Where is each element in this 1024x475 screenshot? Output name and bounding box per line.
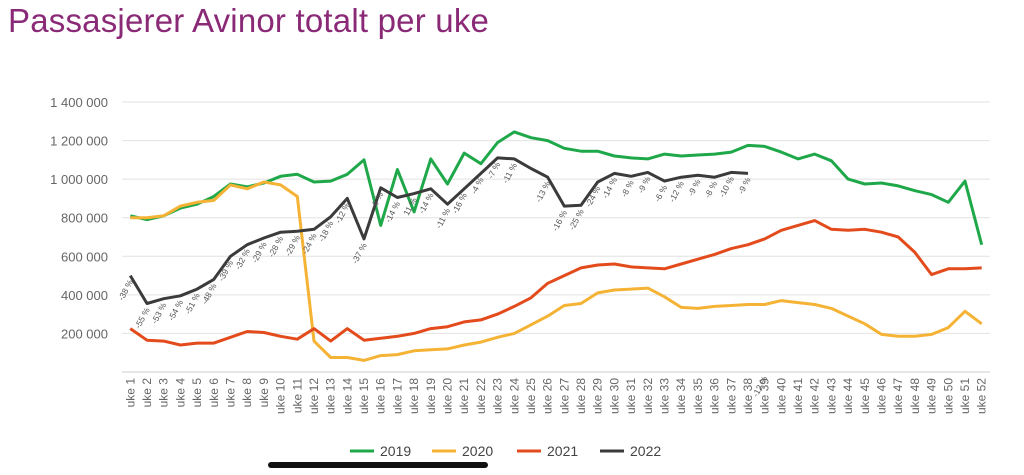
pct-annotation: -37 % xyxy=(350,241,369,266)
y-tick-label: 600 000 xyxy=(61,249,108,264)
x-tick-label: uke 45 xyxy=(858,378,872,414)
x-tick-label: uke 51 xyxy=(958,378,972,414)
x-tick-label: uke 23 xyxy=(491,378,505,414)
series-line-2021 xyxy=(129,219,982,347)
x-tick-label: uke 41 xyxy=(791,378,805,414)
x-tick-label: uke 47 xyxy=(891,378,905,414)
x-tick-label: uke 9 xyxy=(257,378,271,408)
x-tick-label: uke 2 xyxy=(140,378,154,408)
x-tick-label: uke 29 xyxy=(591,378,605,414)
y-axis: 200 000 400 000 600 000 800 000 1 000 000 1 2… xyxy=(50,95,108,341)
y-tick-label: 1 400 000 xyxy=(50,95,108,110)
pct-annotation: -16 % xyxy=(550,208,569,233)
x-tick-label: uke 21 xyxy=(457,378,471,414)
page-title: Passasjerer Avinor totalt per uke xyxy=(8,2,490,39)
x-tick-label: uke 36 xyxy=(708,378,722,414)
x-tick-label: uke 32 xyxy=(641,378,655,414)
pct-annotation: -7 % xyxy=(485,160,502,181)
pct-annotation: -10 % xyxy=(717,174,736,199)
x-tick-label: uke 26 xyxy=(541,378,555,414)
legend-label-2019: 2019 xyxy=(380,443,411,459)
legend-label-2021: 2021 xyxy=(547,443,578,459)
x-tick-label: uke 16 xyxy=(374,378,388,414)
pct-annotation: -13 % xyxy=(533,179,552,204)
pct-annotation: -8 % xyxy=(619,178,636,199)
x-tick-label: uke 50 xyxy=(941,378,955,414)
pct-annotation: -9 % xyxy=(736,175,753,196)
x-tick-label: uke 8 xyxy=(240,378,254,408)
x-tick-label: uke 33 xyxy=(658,378,672,414)
series-line-2022 xyxy=(129,156,749,305)
pct-annotation: -6 % xyxy=(652,183,669,204)
pct-annotation: -29 % xyxy=(283,233,302,258)
x-tick-label: uke 39 xyxy=(758,378,772,414)
x-tick-label: uke 43 xyxy=(824,378,838,414)
x-tick-label: uke 30 xyxy=(607,378,621,414)
x-tick-label: uke 15 xyxy=(357,378,371,414)
y-tick-label: 200 000 xyxy=(61,326,108,341)
x-axis: uke 1 uke 2 uke 3 uke 4 uke 5 uke 6 uke 7 uke 8… xyxy=(122,371,990,414)
x-tick-label: uke 22 xyxy=(474,378,488,414)
x-tick-label: uke 42 xyxy=(808,378,822,414)
x-tick-label: uke 18 xyxy=(407,378,421,414)
x-tick-label: uke 1 xyxy=(123,378,137,408)
x-tick-label: uke 28 xyxy=(574,378,588,414)
x-tick-label: uke 19 xyxy=(424,378,438,414)
x-tick-label: uke 52 xyxy=(975,378,989,414)
pct-annotation: -11 % xyxy=(500,161,519,185)
x-tick-label: uke 35 xyxy=(691,378,705,414)
pct-annotation: -12 % xyxy=(667,179,686,204)
series-lines xyxy=(129,130,984,362)
x-tick-label: uke 20 xyxy=(441,378,455,414)
x-tick-label: uke 3 xyxy=(157,378,171,408)
legend-label-2022: 2022 xyxy=(630,443,661,459)
y-tick-label: 1 000 000 xyxy=(50,172,108,187)
pct-annotation: -8 % xyxy=(702,179,719,200)
x-tick-label: uke 5 xyxy=(190,378,204,408)
legend-label-2020: 2020 xyxy=(462,443,493,459)
pct-annotation: -38 % xyxy=(116,277,135,302)
x-tick-label: uke 11 xyxy=(290,378,304,413)
pct-annotation: -9 % xyxy=(636,174,653,195)
pct-annotation: -4 % xyxy=(469,175,486,196)
y-tick-label: 800 000 xyxy=(61,211,108,226)
x-tick-label: uke 34 xyxy=(674,378,688,414)
x-tick-label: uke 7 xyxy=(224,378,238,408)
y-tick-label: 400 000 xyxy=(61,288,108,303)
series-line-2019 xyxy=(129,130,984,246)
x-tick-label: uke 46 xyxy=(875,378,889,414)
x-tick-label: uke 38 xyxy=(741,378,755,414)
x-tick-label: uke 6 xyxy=(207,378,221,408)
pct-annotation: -9 % xyxy=(686,177,703,198)
x-tick-label: uke 14 xyxy=(340,378,354,414)
x-tick-label: uke 10 xyxy=(274,378,288,414)
x-tick-label: uke 40 xyxy=(774,378,788,414)
x-tick-label: uke 12 xyxy=(307,378,321,414)
legend: 2019 2020 2021 2022 xyxy=(350,443,661,459)
x-tick-label: uke 17 xyxy=(390,378,404,414)
home-indicator[interactable] xyxy=(268,462,488,468)
pct-annotation: -16 % xyxy=(450,191,469,216)
pct-annotation: -53 % xyxy=(149,301,168,326)
x-tick-label: uke 37 xyxy=(724,378,738,414)
pct-annotation: -55 % xyxy=(133,305,152,330)
x-tick-label: uke 13 xyxy=(324,378,338,414)
x-tick-label: uke 25 xyxy=(524,378,538,414)
x-tick-label: uke 48 xyxy=(908,378,922,414)
x-tick-label: uke 31 xyxy=(624,378,638,414)
x-tick-label: uke 27 xyxy=(557,378,571,414)
x-tick-label: uke 44 xyxy=(841,378,855,414)
y-tick-label: 1 200 000 xyxy=(50,134,108,149)
x-tick-label: uke 24 xyxy=(507,378,521,414)
series-line-2020 xyxy=(130,180,983,362)
x-tick-label: uke 49 xyxy=(925,378,939,414)
pct-annotation: -25 % xyxy=(567,207,586,232)
pct-annotation: -18 % xyxy=(316,219,335,244)
x-tick-label: uke 4 xyxy=(173,378,187,408)
